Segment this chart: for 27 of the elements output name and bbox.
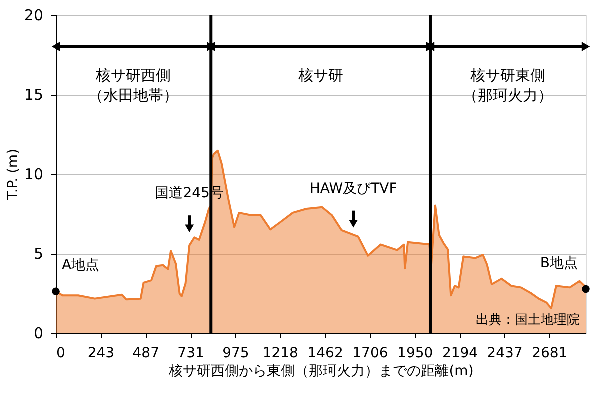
y-tick-label: 10 (24, 166, 44, 184)
x-tick-label: 975 (222, 346, 250, 362)
x-tick-label: 731 (178, 346, 204, 362)
y-tick-label: 15 (24, 86, 44, 104)
x-tick-label: 487 (132, 346, 160, 362)
annotation: 核サ研東側（那珂火力） (463, 66, 554, 104)
x-axis-title: 核サ研西側から東側（那珂火力）までの距離(m) (168, 364, 474, 380)
annotation: 核サ研西側（水田地帯） (88, 66, 179, 104)
x-tick-label: 2194 (442, 346, 478, 362)
y-axis-title: T.P. (m) (5, 148, 22, 202)
annotation: B地点 (540, 255, 578, 272)
x-tick-label: 243 (88, 346, 115, 362)
annotation: A地点 (62, 258, 100, 274)
x-tick-label: 1950 (398, 346, 434, 362)
x-tick-label: 0 (56, 346, 66, 362)
x-tick-label: 1218 (262, 346, 298, 362)
y-tick-label: 0 (34, 324, 44, 342)
x-tick-label: 2437 (487, 346, 523, 362)
annotation: 核サ研 (297, 66, 344, 84)
annotation: 国道245号 (155, 186, 224, 202)
y-tick-label: 5 (34, 245, 44, 263)
x-tick-label: 1462 (308, 346, 344, 362)
x-tick-label: 1706 (352, 346, 388, 362)
annotation: HAW及びTVF (310, 180, 398, 197)
x-tick-label: 2681 (532, 346, 568, 362)
annotation: 出典：国土地理院 (476, 313, 580, 328)
y-tick-label: 20 (24, 6, 44, 24)
